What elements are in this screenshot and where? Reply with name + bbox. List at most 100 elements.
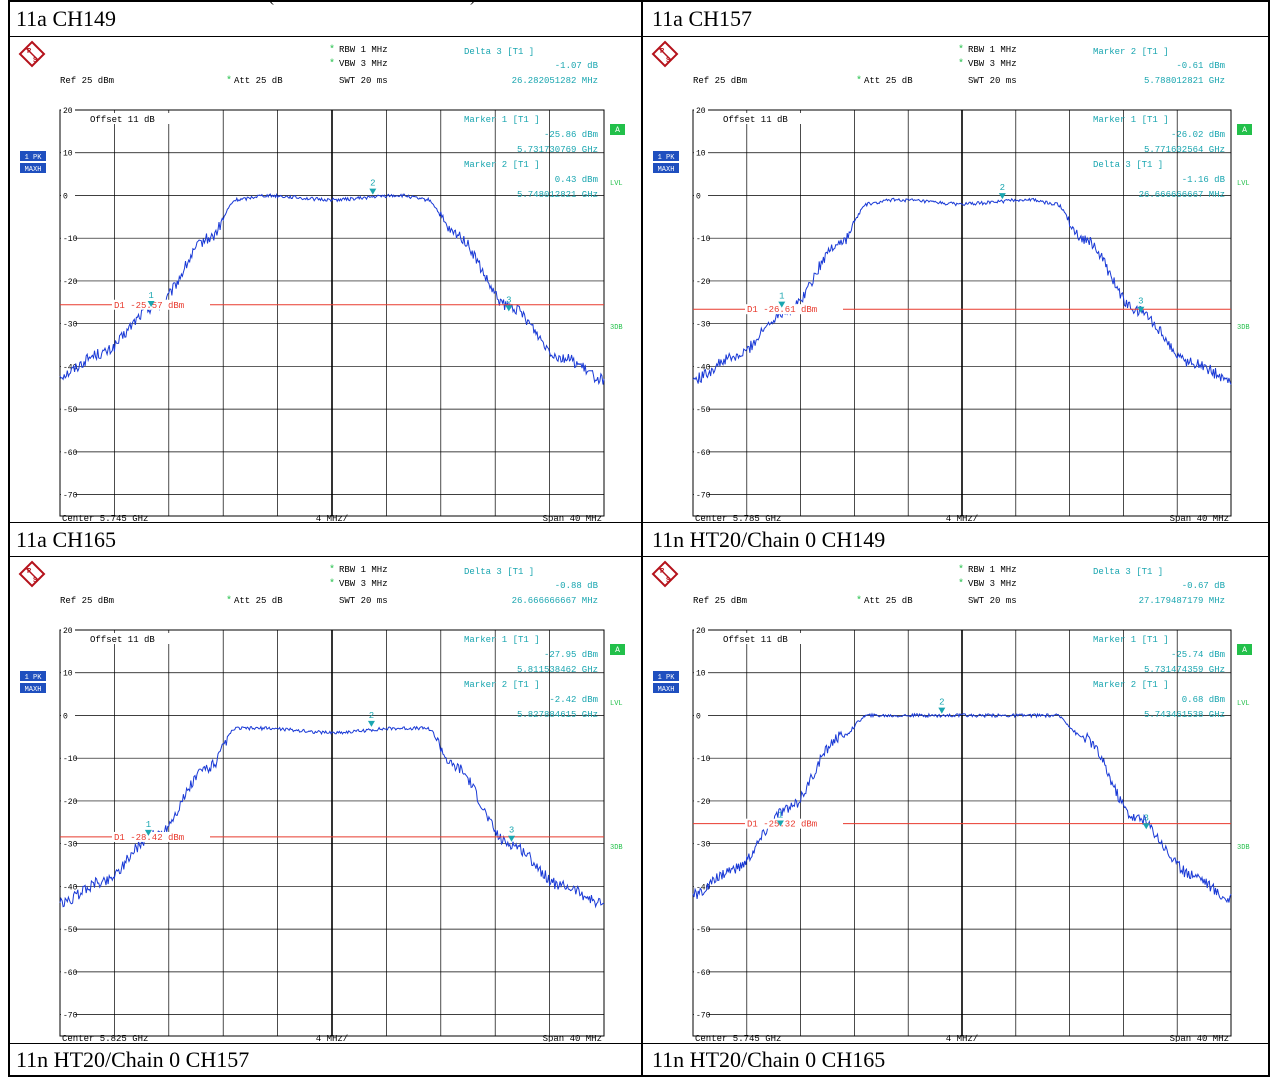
marker-number: 3	[1138, 297, 1143, 307]
panel-caption-1: 11a CH149	[16, 6, 117, 31]
tick-label-bg	[61, 489, 75, 499]
marker-number: 1	[779, 292, 784, 302]
offset-bg	[86, 633, 176, 644]
trace-badge-label: 1 PK	[658, 674, 676, 682]
plot-marker-readout: Marker 1 [T1 ]	[464, 635, 540, 645]
offset-readout: Offset 11 dB	[90, 115, 155, 125]
plot-marker-readout: Marker 1 [T1 ]	[1093, 635, 1169, 645]
tick-label-bg	[694, 838, 708, 848]
plot-marker-readout: 5.731474359 GHz	[1144, 665, 1225, 675]
tick-label-bg	[694, 795, 708, 805]
tick-label-bg	[694, 275, 708, 285]
logo-letter-s: S	[666, 577, 670, 585]
display-line-label-bg	[745, 304, 843, 315]
y-tick-label: -50	[63, 926, 78, 935]
vbw-readout: VBW 3 MHz	[339, 579, 388, 589]
tick-label-bg	[61, 924, 75, 934]
y-tick-label: -50	[696, 926, 711, 935]
tick-label-bg	[694, 233, 708, 243]
display-line-label: D1 -25.57 dBm	[114, 301, 184, 311]
marker-triangle	[369, 188, 377, 195]
y-tick-label: -50	[696, 406, 711, 415]
vbw-readout: VBW 3 MHz	[968, 59, 1017, 69]
lvl-indicator: LVL	[1237, 700, 1250, 708]
plot-marker-readout: -26.02 dBm	[1171, 130, 1225, 140]
header-marker-freq: 27.179487179 MHz	[1139, 596, 1225, 606]
logo-slash	[658, 47, 672, 61]
marker-triangle	[1137, 306, 1145, 313]
logo-letter-r: R	[660, 568, 665, 576]
division-width: 4 MHz/	[946, 1034, 978, 1042]
sweep-time-readout: SWT 20 ms	[339, 596, 388, 606]
tick-label-bg	[61, 667, 75, 677]
attenuation-readout: Att 25 dB	[864, 76, 913, 86]
span-readout: Span 40 MHz	[543, 1034, 602, 1042]
center-frequency: Center 5.825 GHz	[62, 1034, 148, 1042]
tick-label-bg	[694, 489, 708, 499]
marker-triangle	[367, 720, 375, 727]
plot-marker-readout: 5.827884615 GHz	[517, 710, 598, 720]
y-tick-label: -30	[696, 321, 711, 330]
marker-triangle	[938, 707, 946, 714]
header-marker-level: -0.67 dB	[1182, 581, 1226, 591]
display-line-label: D1 -28.42 dBm	[114, 833, 184, 843]
a-badge	[1237, 124, 1252, 135]
y-tick-label: 0	[696, 712, 701, 721]
a-badge-label: A	[1242, 126, 1247, 135]
tick-label-bg	[694, 404, 708, 414]
rs-logo-icon: RS	[651, 40, 679, 68]
tick-label-bg	[61, 147, 75, 157]
table-divider-h4	[8, 1043, 1270, 1044]
plot-marker-readout: Marker 1 [T1 ]	[464, 115, 540, 125]
marker-number: 2	[369, 711, 374, 721]
tick-label-bg	[694, 361, 708, 371]
y-tick-label: 0	[63, 192, 68, 201]
y-tick-label: -10	[63, 755, 78, 764]
rbw-readout: RBW 1 MHz	[968, 565, 1017, 575]
table-divider-vertical	[641, 0, 643, 1077]
display-line-label-bg	[112, 831, 210, 842]
y-tick-label: -60	[63, 969, 78, 978]
y-tick-label: 10	[696, 150, 706, 159]
vbw-star: *	[329, 578, 335, 590]
marker-number: 1	[148, 291, 153, 301]
marker-number: 2	[939, 698, 944, 708]
plot-marker-readout: -25.74 dBm	[1171, 650, 1225, 660]
spectrum-plot-4: R S * RBW 1 MHz * VBW 3 MHz Ref 25 dBm * Att 25 …	[645, 558, 1267, 1042]
tick-label-bg	[61, 275, 75, 285]
plot-marker-readout: 5.771602564 GHz	[1144, 145, 1225, 155]
tick-label-bg	[694, 446, 708, 456]
marker-number: 1	[778, 810, 783, 820]
y-tick-label: 10	[696, 670, 706, 679]
header-marker-title: Delta 3 [T1 ]	[464, 567, 534, 577]
logo-slash	[658, 567, 672, 581]
tick-label-bg	[61, 404, 75, 414]
trace-line	[692, 712, 1232, 904]
marker-triangle	[505, 305, 513, 312]
trace-line	[59, 193, 605, 386]
y-tick-label: 10	[63, 670, 73, 679]
header-marker-title: Delta 3 [T1 ]	[1093, 567, 1163, 577]
tick-label-bg	[694, 710, 708, 720]
trace-badge-label: 1 PK	[25, 154, 43, 162]
three-db-indicator: 3DB	[1237, 324, 1250, 332]
tick-label-bg	[61, 753, 75, 763]
panel-caption-4: 11n HT20/Chain 0 CH149	[652, 527, 886, 552]
tick-label-bg	[694, 881, 708, 891]
plot-marker-readout: Marker 1 [T1 ]	[1093, 115, 1169, 125]
y-tick-label: -70	[696, 492, 711, 501]
y-tick-label: -20	[63, 798, 78, 807]
marker-number: 1	[146, 820, 151, 830]
mode-badge-label: MAXH	[25, 686, 42, 694]
trace-badge	[20, 671, 46, 681]
header-marker-level: -0.61 dBm	[1176, 61, 1225, 71]
rs-logo-icon: RS	[651, 560, 679, 588]
marker-number: 2	[1000, 183, 1005, 193]
plot-marker-readout: 5.743461538 GHz	[1144, 710, 1225, 720]
y-tick-label: -70	[63, 1012, 78, 1021]
tick-label-bg	[694, 625, 708, 634]
plot-marker-readout: Delta 3 [T1 ]	[1093, 160, 1163, 170]
marker-number: 3	[1144, 813, 1149, 823]
plot-marker-readout: 5.731730769 GHz	[517, 145, 598, 155]
division-width: 4 MHz/	[316, 1034, 348, 1042]
